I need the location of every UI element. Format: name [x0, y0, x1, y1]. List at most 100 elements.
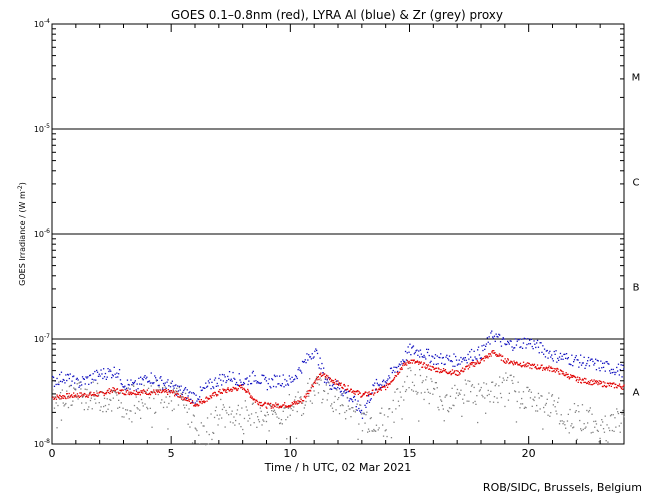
data-point — [441, 404, 444, 407]
data-point — [375, 430, 377, 432]
data-point — [112, 397, 114, 399]
data-point — [462, 358, 464, 360]
data-point — [478, 390, 481, 392]
data-point — [243, 417, 246, 420]
data-point — [467, 353, 469, 356]
data-point — [578, 377, 581, 379]
data-point — [73, 392, 75, 394]
data-point — [352, 400, 354, 403]
data-point — [413, 384, 415, 387]
data-point — [256, 400, 258, 403]
data-point — [368, 401, 371, 403]
data-point — [147, 387, 150, 389]
data-point — [233, 377, 235, 379]
data-point — [182, 399, 184, 401]
data-point — [396, 367, 398, 369]
data-point — [581, 362, 584, 364]
data-point — [502, 360, 504, 362]
data-point — [131, 384, 133, 386]
data-point — [262, 374, 264, 377]
data-point — [568, 363, 570, 365]
data-point — [343, 392, 345, 394]
data-point — [550, 412, 552, 414]
data-point — [619, 369, 621, 371]
data-point — [504, 343, 506, 345]
data-point — [529, 343, 532, 345]
data-point — [494, 385, 496, 387]
data-point — [128, 384, 130, 386]
data-point — [189, 426, 191, 428]
data-point — [546, 349, 548, 352]
data-point — [133, 385, 135, 387]
data-point — [333, 382, 335, 384]
data-point — [479, 362, 481, 364]
data-point — [386, 435, 388, 438]
data-point — [312, 383, 314, 385]
data-point — [77, 395, 79, 397]
data-point — [75, 395, 78, 398]
data-point — [504, 405, 506, 408]
data-point — [125, 389, 127, 391]
data-point — [230, 413, 232, 415]
data-point — [482, 349, 484, 352]
data-point — [146, 406, 148, 409]
data-point — [492, 337, 495, 339]
data-point — [249, 375, 251, 377]
data-point — [604, 382, 606, 384]
data-point — [584, 377, 586, 380]
data-point — [158, 386, 160, 388]
data-point — [540, 364, 542, 366]
data-point — [113, 390, 115, 392]
data-point — [311, 353, 313, 355]
data-point — [583, 423, 585, 425]
data-point — [335, 381, 337, 383]
data-point — [367, 431, 369, 433]
data-point — [579, 362, 581, 364]
data-point — [222, 388, 224, 390]
data-point — [514, 390, 516, 392]
data-point — [498, 385, 500, 387]
data-point — [612, 368, 614, 371]
data-point — [166, 406, 168, 408]
data-point — [274, 411, 276, 414]
data-point — [315, 382, 317, 384]
data-point — [613, 382, 615, 384]
data-point — [297, 369, 299, 371]
data-point — [456, 370, 458, 372]
data-point — [360, 413, 363, 415]
data-point — [58, 397, 60, 399]
data-point — [572, 427, 574, 429]
data-point — [482, 396, 484, 398]
data-point — [298, 367, 300, 369]
data-point — [91, 378, 93, 380]
data-point — [461, 370, 463, 372]
data-point — [333, 401, 335, 403]
data-point — [96, 382, 99, 385]
data-point — [609, 415, 612, 417]
data-point — [127, 389, 129, 391]
data-point — [107, 391, 110, 394]
data-point — [319, 377, 321, 379]
data-point — [85, 402, 87, 404]
data-point — [240, 381, 242, 383]
data-point — [197, 405, 199, 407]
data-point — [537, 346, 540, 348]
data-point — [395, 408, 397, 410]
data-point — [386, 382, 388, 385]
data-point — [306, 395, 308, 397]
data-point — [402, 363, 405, 365]
data-point — [583, 381, 585, 384]
data-point — [434, 354, 437, 356]
data-point — [66, 393, 68, 395]
data-point — [424, 356, 426, 358]
data-point — [620, 386, 622, 388]
data-point — [228, 406, 231, 408]
data-point — [196, 429, 198, 432]
data-point — [246, 409, 248, 411]
data-point — [337, 398, 339, 401]
data-point — [461, 367, 464, 369]
data-point — [568, 432, 570, 434]
data-point — [609, 429, 611, 432]
data-point — [161, 399, 163, 401]
data-point — [160, 389, 162, 391]
